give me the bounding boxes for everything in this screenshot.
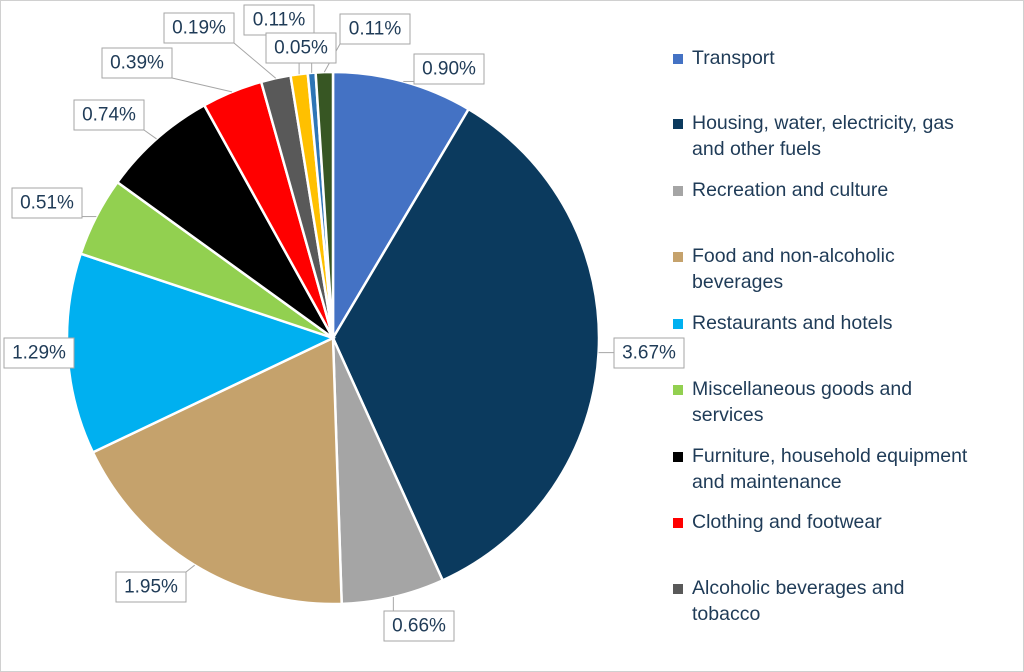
pie-slice	[91, 336, 343, 606]
pie-slice	[331, 70, 471, 343]
data-label: 1.95%	[124, 577, 178, 598]
legend-label-line: Recreation and culture	[692, 179, 889, 201]
data-label-box	[613, 337, 685, 369]
legend-label-line: services	[692, 404, 764, 426]
legend-label-line: Food and non-alcoholic	[692, 245, 895, 267]
data-label: 1.29%	[12, 343, 66, 364]
data-label-box	[115, 571, 187, 603]
legend-swatch	[673, 252, 683, 262]
legend-swatch	[673, 119, 683, 129]
data-label-box	[265, 32, 337, 64]
data-label: 3.67%	[622, 343, 676, 364]
legend-label-line: Alcoholic beverages and	[692, 577, 905, 599]
legend-label-line: tobacco	[692, 603, 761, 625]
data-label-box	[73, 99, 145, 131]
legend-label: Miscellaneous goods and services	[692, 376, 912, 428]
pie-slices	[65, 70, 601, 606]
legend-label: Furniture, household equipment and mainte…	[692, 443, 967, 495]
legend-swatch	[673, 518, 683, 528]
legend-item: Clothing and footwear	[673, 509, 1018, 535]
data-label: 0.66%	[392, 616, 446, 637]
data-label: 0.90%	[422, 59, 476, 80]
legend-item: Restaurants and hotels	[673, 310, 1018, 336]
data-label-box	[163, 12, 235, 44]
legend-label-line: Miscellaneous goods and	[692, 378, 913, 400]
legend-item: Miscellaneous goods and services	[673, 376, 1018, 428]
data-labels: 0.90% 3.67% 0.66% 1.95% 1.29% 0.51% 0.74% 0.39%…	[3, 4, 685, 642]
data-label: 0.74%	[82, 105, 136, 126]
data-label-box	[3, 337, 75, 369]
leader-line	[171, 77, 233, 93]
legend-item: Housing, water, electricity, gas and othe…	[673, 110, 1018, 162]
data-label-box	[339, 13, 411, 45]
legend-label-line: Clothing and footwear	[692, 511, 882, 533]
pie-slice	[331, 107, 601, 582]
legend-label: Restaurants and hotels	[692, 310, 893, 336]
data-label-box	[413, 53, 485, 85]
leader-lines	[82, 35, 614, 611]
data-label: 0.39%	[110, 53, 164, 74]
legend-label: Food and non-alcoholic beverages	[692, 243, 895, 295]
data-label: 0.19%	[172, 18, 226, 39]
data-label: 0.05%	[274, 38, 328, 59]
legend-label-line: and other fuels	[692, 138, 822, 160]
leader-line	[233, 42, 277, 79]
legend-label-line: Transport	[692, 47, 775, 69]
legend-item: Furniture, household equipment and mainte…	[673, 443, 1018, 495]
data-label: 0.51%	[20, 193, 74, 214]
data-label: 0.11%	[349, 19, 402, 40]
legend-label: Transport	[692, 45, 775, 71]
legend-item: Transport	[673, 45, 1018, 71]
legend-label-line: Restaurants and hotels	[692, 312, 893, 334]
legend-label-line: and maintenance	[692, 471, 842, 493]
legend-label: Alcoholic beverages and tobacco	[692, 575, 904, 627]
leader-line	[143, 129, 157, 140]
pie-slice	[314, 70, 335, 339]
data-label: 0.11%	[253, 10, 306, 31]
legend-item: Alcoholic beverages and tobacco	[673, 575, 1018, 627]
data-label-box	[383, 610, 455, 642]
legend-label-line: Furniture, household equipment	[692, 445, 968, 467]
legend-item: Food and non-alcoholic beverages	[673, 243, 1018, 295]
legend-label: Housing, water, electricity, gas and othe…	[692, 110, 954, 162]
legend-swatch	[673, 385, 683, 395]
legend-swatch	[673, 452, 683, 462]
legend-swatch	[673, 54, 683, 64]
legend-item: Recreation and culture	[673, 177, 1018, 203]
legend-label: Recreation and culture	[692, 177, 888, 203]
data-label-box	[101, 47, 173, 79]
leader-line	[185, 564, 195, 573]
legend-swatch	[673, 584, 683, 594]
legend-label-line: beverages	[692, 271, 784, 293]
legend-label: Clothing and footwear	[692, 509, 882, 535]
pie-slice	[115, 103, 335, 340]
legend-swatch	[673, 319, 683, 329]
legend-label-line: Housing, water, electricity, gas	[692, 112, 954, 134]
legend-swatch	[673, 186, 683, 196]
data-label-box	[11, 187, 83, 219]
